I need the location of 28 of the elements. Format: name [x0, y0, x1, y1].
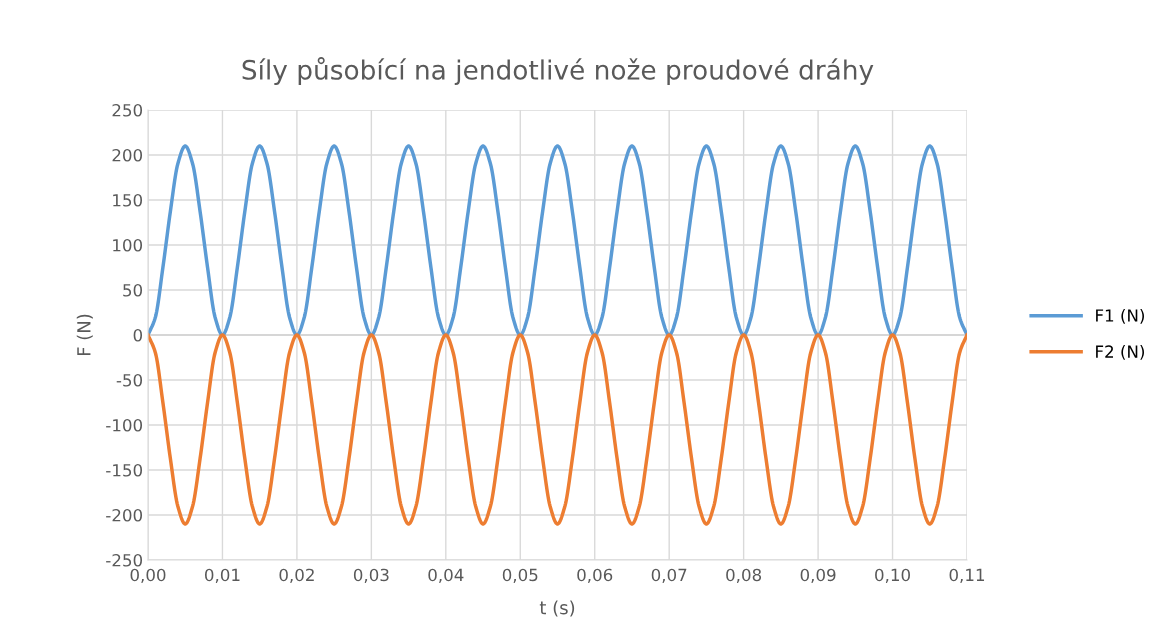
x-tick-label: 0,02 [279, 568, 314, 583]
x-tick-label: 0,01 [205, 568, 240, 583]
x-axis-title: t (s) [539, 600, 575, 617]
y-tick-label: -200 [106, 508, 143, 522]
chart-title: Síly působící na jendotlivé nože proudové dráhy [242, 57, 874, 85]
x-tick-label: 0,06 [577, 568, 613, 583]
x-tick-label: 0,03 [353, 568, 389, 583]
x-tick-label: 0,05 [502, 568, 538, 583]
y-tick-label: -150 [106, 463, 143, 477]
y-tick-label: -50 [116, 373, 143, 387]
y-tick-label: 250 [112, 103, 143, 117]
y-tick-label: -250 [106, 553, 143, 567]
y-tick-label: 200 [112, 148, 143, 162]
y-tick-label: 0 [133, 328, 143, 342]
y-tick-label: 50 [123, 283, 143, 297]
x-tick-label: 0,00 [130, 568, 166, 583]
legend-label: F1 (N) [1096, 308, 1144, 324]
x-tick-label: 0,08 [726, 568, 762, 583]
y-tick-label: -100 [106, 418, 143, 432]
legend-label: F2 (N) [1096, 345, 1144, 360]
x-tick-label: 0,07 [651, 568, 687, 583]
y-tick-label: 150 [113, 193, 143, 207]
x-tick-label: 0,04 [428, 568, 464, 583]
y-tick-label: 100 [113, 238, 143, 252]
y-axis-title: F (N) [76, 314, 93, 356]
x-tick-label: 0,10 [875, 568, 910, 583]
x-tick-label: 0,09 [800, 568, 836, 583]
x-tick-label: 0,11 [949, 568, 985, 583]
